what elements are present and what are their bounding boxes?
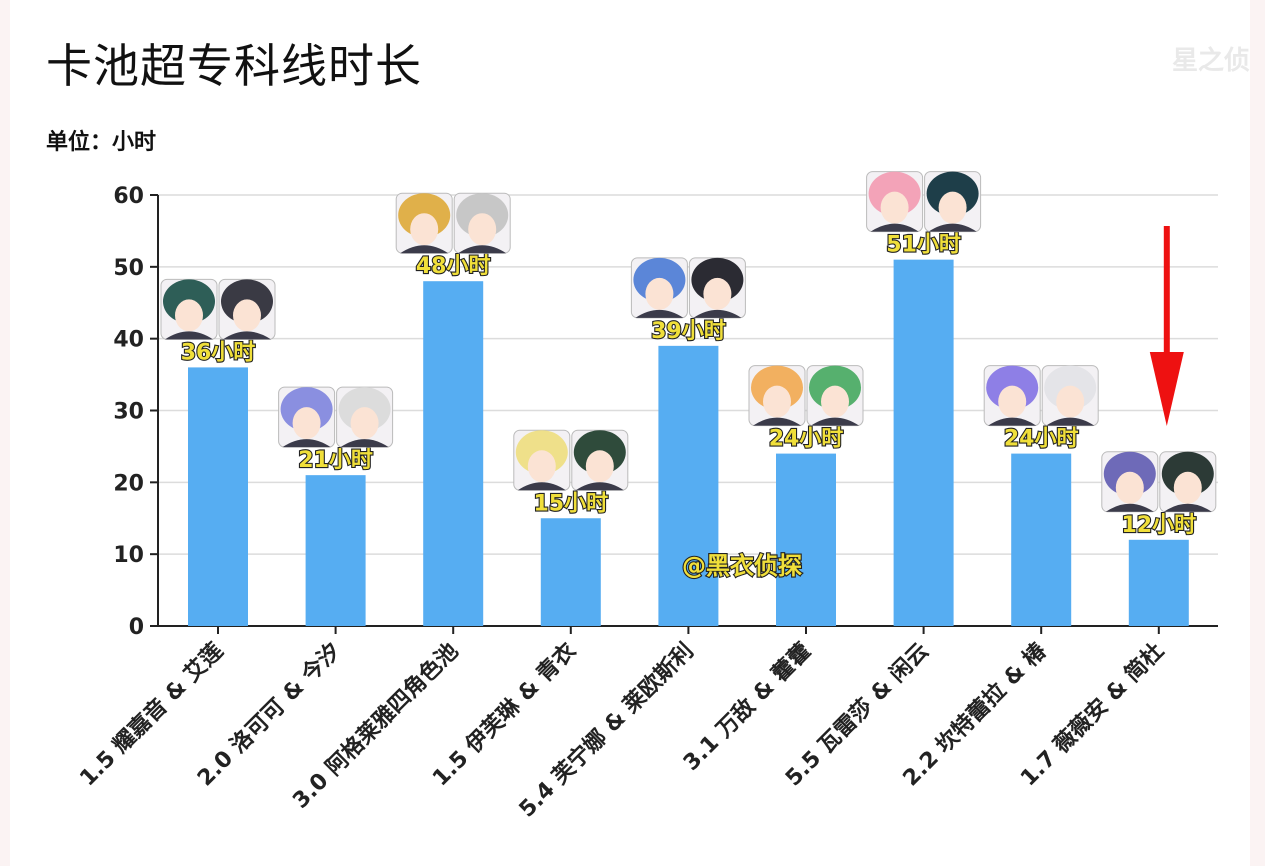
arrow-shaft <box>1163 226 1170 360</box>
character-portrait <box>806 365 864 427</box>
bar-value-label: 39小时 <box>651 319 726 344</box>
character-portrait <box>336 386 394 448</box>
bar-value-label: 12小时 <box>1121 513 1196 538</box>
portrait-face <box>1115 471 1144 504</box>
portrait-face <box>468 213 497 246</box>
character-portrait <box>395 192 453 254</box>
bar <box>893 259 954 626</box>
portrait-face <box>292 407 321 440</box>
portrait-body <box>811 417 859 426</box>
bar <box>1011 453 1072 626</box>
portrait-face <box>880 191 909 224</box>
portrait-body <box>517 482 566 491</box>
portrait-face <box>645 277 674 310</box>
portrait-body <box>870 223 919 232</box>
portrait-body <box>400 245 449 254</box>
portrait-face <box>763 385 791 418</box>
character-portrait <box>924 171 982 233</box>
bar <box>423 281 484 626</box>
portrait-body <box>1105 503 1154 512</box>
bar <box>776 453 836 626</box>
character-portrait <box>160 278 218 340</box>
portrait-face <box>998 385 1027 418</box>
portrait-face <box>938 191 967 224</box>
portrait-body <box>340 439 389 448</box>
y-tick-label: 20 <box>113 471 144 496</box>
character-portrait <box>983 365 1041 427</box>
character-portrait <box>218 278 276 340</box>
character-portrait <box>630 257 688 319</box>
portrait-face <box>527 450 556 483</box>
bar-value-label: 36小时 <box>181 340 256 365</box>
x-tick-label: 3.1 万敌 & 藿藿 <box>678 638 816 776</box>
bar <box>1128 539 1189 626</box>
chart-title: 卡池超专科线时长 <box>46 39 422 93</box>
bar-value-label: 15小时 <box>533 491 608 516</box>
portrait-body <box>575 482 624 491</box>
bar <box>540 518 601 626</box>
bar-value-label: 21小时 <box>298 448 373 473</box>
character-portrait <box>571 429 629 491</box>
corner-watermark: 星之侦 <box>1171 46 1250 76</box>
y-tick-label: 60 <box>113 184 144 209</box>
character-portraits <box>513 429 629 491</box>
portrait-face <box>233 299 261 332</box>
portrait-face <box>350 407 379 440</box>
character-portrait <box>1159 451 1217 513</box>
portrait-body <box>988 417 1037 426</box>
portrait-body <box>1046 417 1095 426</box>
character-portraits <box>395 192 511 254</box>
y-tick-label: 0 <box>129 615 144 640</box>
bar-value-label: 24小时 <box>1004 427 1079 452</box>
bar-value-label: 51小时 <box>886 233 961 258</box>
portrait-body <box>693 309 742 318</box>
character-portraits <box>748 365 864 427</box>
arrow-head <box>1149 352 1184 426</box>
author-watermark: @黑衣侦探 <box>682 552 802 580</box>
unit-label: 单位：小时 <box>46 130 157 155</box>
portrait-body <box>458 245 507 254</box>
bar <box>188 367 248 626</box>
portrait-body <box>753 417 801 426</box>
portrait-face <box>1173 471 1202 504</box>
portrait-body <box>165 331 213 340</box>
portrait-face <box>175 299 203 332</box>
portrait-face <box>1056 385 1085 418</box>
y-tick-label: 10 <box>113 543 144 568</box>
character-portraits <box>866 171 982 233</box>
character-portrait <box>1101 451 1159 513</box>
portrait-face <box>410 213 439 246</box>
portrait-face <box>703 277 732 310</box>
portrait-body <box>282 439 331 448</box>
bar-value-label: 24小时 <box>769 427 844 452</box>
y-tick-label: 50 <box>113 256 144 281</box>
character-portrait <box>1041 365 1099 427</box>
bar-value-label: 48小时 <box>416 254 491 279</box>
y-tick-label: 40 <box>113 328 144 353</box>
portrait-body <box>1163 503 1212 512</box>
portrait-body <box>928 223 977 232</box>
character-portraits <box>983 365 1099 427</box>
y-tick-label: 30 <box>113 400 144 425</box>
bar <box>305 475 366 626</box>
character-portrait <box>453 192 511 254</box>
portrait-body <box>635 309 684 318</box>
character-portrait <box>688 257 746 319</box>
character-portrait <box>866 171 924 233</box>
portrait-face <box>585 450 614 483</box>
character-portraits <box>278 386 394 448</box>
character-portraits <box>1101 451 1217 513</box>
portrait-face <box>821 385 849 418</box>
character-portrait <box>513 429 571 491</box>
character-portraits <box>630 257 746 319</box>
portrait-body <box>223 331 271 340</box>
character-portrait <box>748 365 806 427</box>
character-portraits <box>160 278 276 340</box>
bar <box>658 345 719 626</box>
character-portrait <box>278 386 336 448</box>
